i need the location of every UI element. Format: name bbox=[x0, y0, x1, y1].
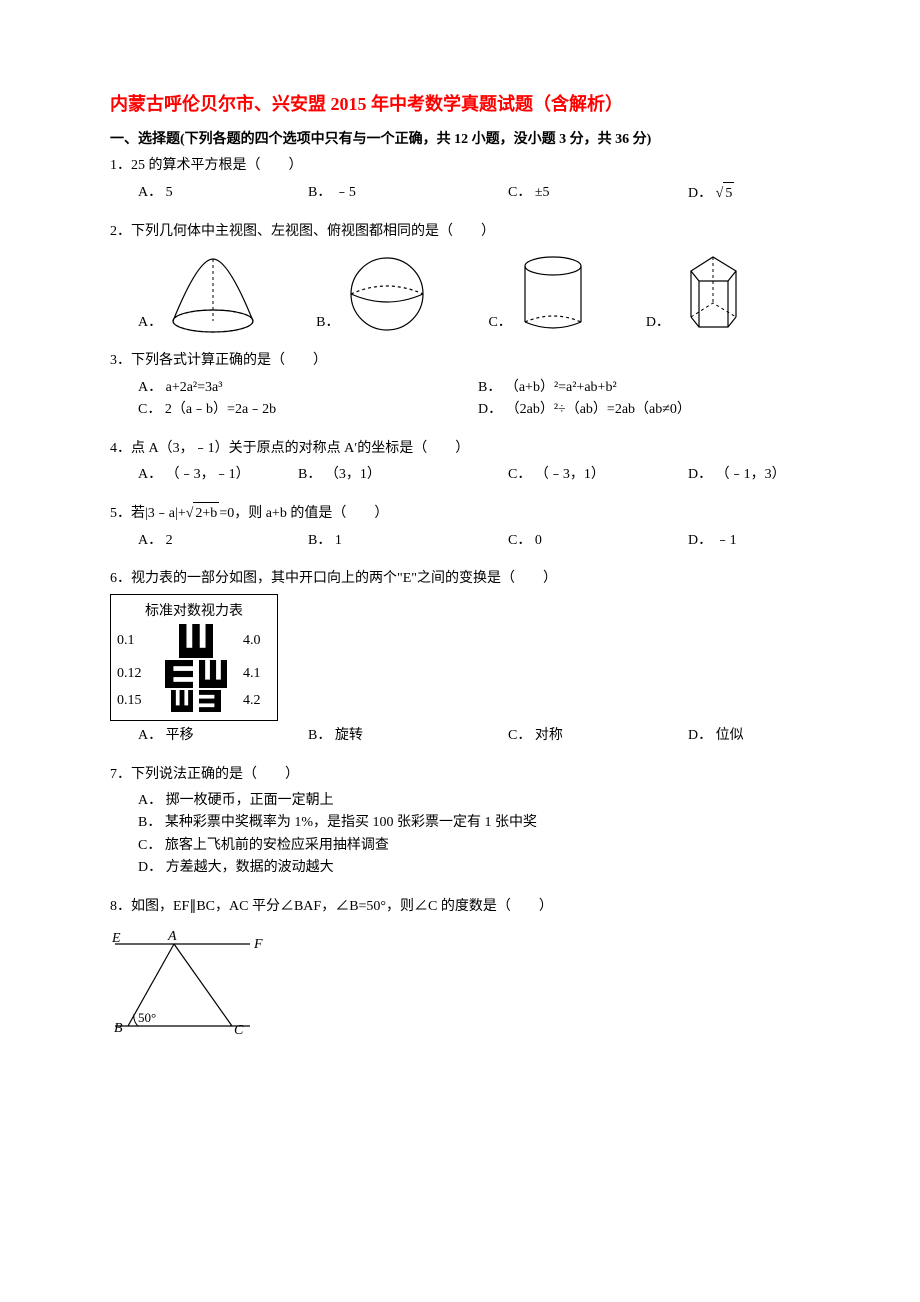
section-header: 一、选择题(下列各题的四个选项中只有与一个正确，共 12 小题，没小题 3 分，… bbox=[110, 129, 810, 151]
option-d: D． 方差越大，数据的波动越大 bbox=[110, 857, 810, 879]
label-angle: 50° bbox=[138, 1010, 156, 1025]
option-c: C． 0 bbox=[480, 530, 660, 552]
option-a: A． 5 bbox=[110, 182, 280, 205]
e-up-icon bbox=[179, 624, 213, 658]
q5-suffix: =0，则 a+b 的值是（ ） bbox=[219, 506, 388, 521]
option-c: C． 2（a﹣b）=2a﹣2b bbox=[110, 399, 450, 421]
option-b: B． 某种彩票中奖概率为 1%，是指买 100 张彩票一定有 1 张中奖 bbox=[110, 812, 810, 834]
question-7: 7．下列说法正确的是（ ） A． 掷一枚硬币，正面一定朝上 B． 某种彩票中奖概… bbox=[110, 764, 810, 880]
option-b: B． ﹣5 bbox=[280, 182, 480, 205]
eye-chart-title: 标准对数视力表 bbox=[117, 599, 271, 621]
question-text: 2．下列几何体中主视图、左视图、俯视图都相同的是（ ） bbox=[110, 221, 810, 243]
options: A． a+2a²=3a³ B． （a+b）²=a²+ab+b² C． 2（a﹣b… bbox=[110, 377, 810, 422]
prism-icon bbox=[676, 249, 751, 334]
question-8: 8．如图，EF∥BC，AC 平分∠BAF，∠B=50°，则∠C 的度数是（ ） … bbox=[110, 896, 810, 1045]
cone-icon bbox=[168, 254, 258, 334]
question-text: 3．下列各式计算正确的是（ ） bbox=[110, 350, 810, 372]
option-label: B． bbox=[288, 312, 339, 334]
question-text: 6．视力表的一部分如图，其中开口向上的两个"E"之间的变换是（ ） bbox=[110, 568, 810, 590]
row-right: 4.1 bbox=[243, 663, 271, 685]
e-right-icon bbox=[165, 660, 193, 688]
option-c: C． （﹣3，1） bbox=[480, 464, 660, 486]
sphere-icon bbox=[345, 254, 430, 334]
label-A: A bbox=[167, 929, 177, 944]
row-left: 0.12 bbox=[117, 663, 149, 685]
question-5: 5．若|3﹣a|+√2+b=0，则 a+b 的值是（ ） A． 2 B． 1 C… bbox=[110, 502, 810, 552]
label-C: C bbox=[234, 1023, 244, 1036]
options: A． 平移 B． 旋转 C． 对称 D． 位似 bbox=[110, 725, 810, 747]
option-c: C． 对称 bbox=[480, 725, 660, 747]
question-text: 1．25 的算术平方根是（ ） bbox=[110, 155, 810, 177]
option-b: B． 旋转 bbox=[280, 725, 480, 747]
option-d-prefix: D． bbox=[688, 186, 716, 201]
options: A． （﹣3，﹣1） B． （3，1） C． （﹣3，1） D． （﹣1，3） bbox=[110, 464, 810, 486]
eye-chart-row: 0.12 4.1 bbox=[117, 660, 271, 688]
option-d: D． 位似 bbox=[660, 725, 744, 747]
e-up-icon bbox=[199, 660, 227, 688]
question-6: 6．视力表的一部分如图，其中开口向上的两个"E"之间的变换是（ ） 标准对数视力… bbox=[110, 568, 810, 748]
option-a: A． 掷一枚硬币，正面一定朝上 bbox=[110, 790, 810, 812]
option-a: A． （﹣3，﹣1） bbox=[110, 464, 270, 486]
options: A． 2 B． 1 C． 0 D． ﹣1 bbox=[110, 530, 810, 552]
label-E: E bbox=[111, 931, 121, 946]
option-a: A． a+2a²=3a³ bbox=[110, 377, 450, 399]
option-b: B． bbox=[288, 254, 430, 334]
question-text: 5．若|3﹣a|+√2+b=0，则 a+b 的值是（ ） bbox=[110, 502, 810, 525]
option-label: A． bbox=[110, 312, 162, 334]
page-title: 内蒙古呼伦贝尔市、兴安盟 2015 年中考数学真题试题（含解析） bbox=[110, 90, 810, 119]
question-text: 4．点 A（3，﹣1）关于原点的对称点 A′的坐标是（ ） bbox=[110, 438, 810, 460]
question-4: 4．点 A（3，﹣1）关于原点的对称点 A′的坐标是（ ） A． （﹣3，﹣1）… bbox=[110, 438, 810, 487]
row-left: 0.1 bbox=[117, 630, 149, 652]
option-b: B． 1 bbox=[280, 530, 480, 552]
question-2: 2．下列几何体中主视图、左视图、俯视图都相同的是（ ） A． B． C． bbox=[110, 221, 810, 334]
option-b: B． （3，1） bbox=[270, 464, 480, 486]
question-text: 8．如图，EF∥BC，AC 平分∠BAF，∠B=50°，则∠C 的度数是（ ） bbox=[110, 896, 810, 918]
option-d: D． ﹣1 bbox=[660, 530, 737, 552]
option-d: D． √5 bbox=[660, 182, 734, 205]
eye-chart-row: 0.15 4.2 bbox=[117, 690, 271, 712]
eye-chart-row: 0.1 4.0 bbox=[117, 624, 271, 658]
option-c: C． 旅客上飞机前的安检应采用抽样调查 bbox=[110, 835, 810, 857]
option-a: A． 2 bbox=[110, 530, 280, 552]
q5-prefix: 5．若|3﹣a|+ bbox=[110, 506, 186, 521]
e-left-icon bbox=[199, 690, 221, 712]
option-a: A． 平移 bbox=[110, 725, 280, 747]
sqrt-icon: √2+b bbox=[186, 502, 220, 525]
option-label: D． bbox=[618, 312, 670, 334]
row-right: 4.0 bbox=[243, 630, 271, 652]
option-d: D． （2ab）²÷（ab）=2ab（ab≠0） bbox=[450, 399, 790, 421]
row-left: 0.15 bbox=[117, 690, 149, 712]
options: A． 5 B． ﹣5 C． ±5 D． √5 bbox=[110, 182, 810, 205]
label-F: F bbox=[253, 937, 263, 952]
shape-options: A． B． C． bbox=[110, 249, 810, 334]
question-text: 7．下列说法正确的是（ ） bbox=[110, 764, 810, 786]
option-c: C． ±5 bbox=[480, 182, 660, 205]
question-1: 1．25 的算术平方根是（ ） A． 5 B． ﹣5 C． ±5 D． √5 bbox=[110, 155, 810, 205]
e-up-icon bbox=[171, 690, 193, 712]
option-d: D． bbox=[618, 249, 751, 334]
sqrt-icon: √5 bbox=[716, 182, 735, 205]
option-label: C． bbox=[460, 312, 511, 334]
option-b: B． （a+b）²=a²+ab+b² bbox=[450, 377, 790, 399]
question-3: 3．下列各式计算正确的是（ ） A． a+2a²=3a³ B． （a+b）²=a… bbox=[110, 350, 810, 421]
label-B: B bbox=[114, 1021, 123, 1036]
options: A． 掷一枚硬币，正面一定朝上 B． 某种彩票中奖概率为 1%，是指买 100 … bbox=[110, 790, 810, 880]
option-c: C． bbox=[460, 254, 587, 334]
option-d: D． （﹣1，3） bbox=[660, 464, 786, 486]
row-right: 4.2 bbox=[243, 690, 271, 712]
triangle-figure-icon: E A F B C 50° bbox=[110, 926, 280, 1036]
cylinder-icon bbox=[518, 254, 588, 334]
eye-chart: 标准对数视力表 0.1 4.0 0.12 4.1 0.15 4.2 bbox=[110, 594, 278, 721]
option-a: A． bbox=[110, 254, 258, 334]
